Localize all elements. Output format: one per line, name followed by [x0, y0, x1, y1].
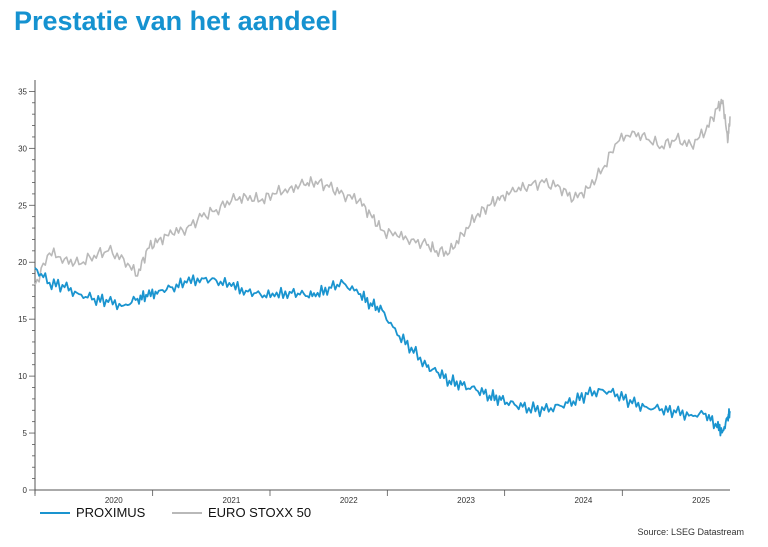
y-tick-label: 15 [18, 315, 27, 324]
legend-label: PROXIMUS [76, 505, 146, 520]
series-line-euro-stoxx-50 [34, 98, 731, 286]
x-tick-label: 2020 [105, 496, 123, 505]
y-tick-label: 20 [18, 258, 27, 267]
y-tick-label: 30 [18, 144, 27, 153]
x-tick-label: 2022 [340, 496, 358, 505]
x-tick-label: 2025 [692, 496, 710, 505]
y-tick-label: 0 [23, 486, 28, 495]
y-tick-label: 35 [18, 87, 27, 96]
y-tick-label: 10 [18, 372, 27, 381]
series-lines [34, 98, 731, 437]
legend: PROXIMUS EURO STOXX 50 [40, 505, 311, 520]
page-title: Prestatie van het aandeel [14, 6, 339, 36]
y-tick-label: 25 [18, 201, 27, 210]
series-line-proximus [34, 267, 731, 437]
source-note: Source: LSEG Datastream [637, 527, 744, 537]
x-tick-label: 2023 [457, 496, 475, 505]
x-tick-label: 2021 [223, 496, 241, 505]
x-tick-label: 2024 [575, 496, 593, 505]
legend-label: EURO STOXX 50 [208, 505, 311, 520]
y-tick-label: 5 [23, 429, 28, 438]
